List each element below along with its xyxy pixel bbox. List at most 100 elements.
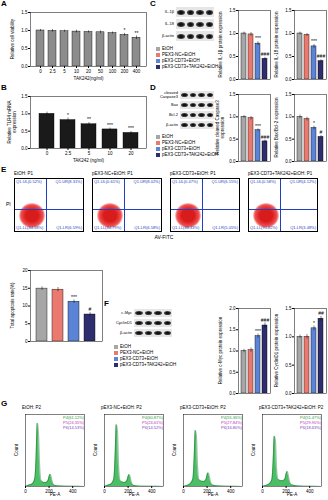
html-text:β-actin: β-actin bbox=[161, 32, 174, 38]
html-text:Relative IL-1β protein express: Relative IL-1β protein expression bbox=[217, 11, 223, 78]
svg-text:1.0: 1.0 bbox=[21, 111, 28, 116]
svg-text:20: 20 bbox=[128, 151, 134, 156]
svg-text:#: # bbox=[89, 306, 92, 312]
svg-text:0.0: 0.0 bbox=[229, 159, 236, 164]
html-text:Relative cell viability: Relative cell viability bbox=[9, 18, 15, 60]
svg-text:###: ### bbox=[261, 134, 270, 140]
svg-text:10: 10 bbox=[22, 303, 28, 308]
svg-text:***: *** bbox=[255, 35, 261, 41]
svg-text:1.0: 1.0 bbox=[285, 114, 292, 119]
svg-text:0.0: 0.0 bbox=[285, 391, 292, 396]
svg-text:400: 400 bbox=[148, 489, 156, 494]
svg-text:0.0: 0.0 bbox=[21, 146, 28, 151]
svg-text:0.5: 0.5 bbox=[229, 54, 236, 59]
svg-text:###: ### bbox=[317, 53, 326, 59]
svg-text:0: 0 bbox=[39, 69, 42, 74]
svg-text:2.5: 2.5 bbox=[49, 69, 56, 74]
svg-text:*: * bbox=[124, 27, 126, 33]
svg-text:400: 400 bbox=[69, 489, 77, 494]
svg-text:400: 400 bbox=[133, 69, 141, 74]
svg-text:1.5: 1.5 bbox=[285, 8, 292, 13]
svg-text:5: 5 bbox=[88, 151, 91, 156]
svg-text:1.0: 1.0 bbox=[285, 334, 292, 339]
svg-text:0.0: 0.0 bbox=[229, 77, 236, 82]
svg-text:1.5: 1.5 bbox=[21, 94, 28, 99]
svg-text:0: 0 bbox=[46, 151, 49, 156]
svg-text:*: * bbox=[67, 112, 69, 118]
html-text:IL-1β: IL-1β bbox=[164, 8, 174, 14]
svg-text:5: 5 bbox=[63, 69, 66, 74]
svg-text:***: *** bbox=[311, 38, 317, 44]
svg-text:10: 10 bbox=[107, 151, 113, 156]
svg-text:10: 10 bbox=[74, 69, 80, 74]
svg-text:0.0: 0.0 bbox=[285, 159, 292, 164]
svg-text:1.5: 1.5 bbox=[285, 306, 292, 311]
svg-text:1.0: 1.0 bbox=[229, 114, 236, 119]
html-text:D: D bbox=[150, 83, 156, 92]
html-text:IL-18: IL-18 bbox=[164, 20, 174, 26]
svg-text:0: 0 bbox=[24, 489, 27, 494]
svg-text:0: 0 bbox=[182, 489, 185, 494]
svg-text:100: 100 bbox=[109, 69, 117, 74]
svg-text:0.5: 0.5 bbox=[21, 129, 28, 134]
svg-text:TAK242(ng/ml): TAK242(ng/ml) bbox=[74, 76, 104, 81]
svg-text:**: ** bbox=[87, 116, 91, 122]
html-text:Relative IL-18 protein express: Relative IL-18 protein expression bbox=[273, 11, 279, 78]
svg-text:20: 20 bbox=[86, 69, 92, 74]
svg-text:0.5: 0.5 bbox=[285, 363, 292, 368]
html-text:G: G bbox=[1, 399, 8, 408]
html-text:cleaved Caspase3: cleaved Caspase3 bbox=[160, 89, 178, 99]
html-text:C: C bbox=[150, 0, 156, 8]
svg-text:***: *** bbox=[128, 125, 134, 131]
html-text:Relative TLR4 mRNA expression: Relative TLR4 mRNA expression bbox=[7, 100, 17, 144]
html-text:A: A bbox=[1, 0, 7, 8]
svg-text:400: 400 bbox=[227, 489, 235, 494]
svg-text:0.5: 0.5 bbox=[21, 46, 28, 51]
svg-text:1.5: 1.5 bbox=[229, 8, 236, 13]
svg-text:200: 200 bbox=[121, 69, 129, 74]
svg-text:*: * bbox=[313, 120, 315, 126]
svg-text:50: 50 bbox=[98, 69, 104, 74]
svg-text:1.0: 1.0 bbox=[229, 348, 236, 353]
svg-text:1.5: 1.5 bbox=[285, 92, 292, 97]
svg-text:***: *** bbox=[107, 122, 113, 128]
svg-text:PE-A: PE-A bbox=[287, 492, 298, 497]
svg-text:PE-A: PE-A bbox=[50, 492, 61, 497]
html-text:Relative cleaved Caspase3 expr: Relative cleaved Caspase3 expression bbox=[215, 100, 225, 155]
html-text:B: B bbox=[1, 83, 7, 92]
svg-text:2.5: 2.5 bbox=[65, 151, 72, 156]
svg-text:***: *** bbox=[255, 122, 261, 128]
svg-text:###: ### bbox=[261, 317, 270, 323]
svg-text:0.0: 0.0 bbox=[229, 391, 236, 396]
svg-text:400: 400 bbox=[306, 489, 314, 494]
svg-text:0.0: 0.0 bbox=[21, 64, 28, 69]
svg-text:***: *** bbox=[71, 294, 77, 300]
svg-text:**: ** bbox=[135, 30, 139, 36]
svg-text:0: 0 bbox=[103, 489, 106, 494]
svg-text:1.5: 1.5 bbox=[229, 92, 236, 97]
svg-text:5: 5 bbox=[25, 321, 28, 326]
svg-text:1.0: 1.0 bbox=[285, 31, 292, 36]
svg-text:PE-A: PE-A bbox=[208, 492, 219, 497]
svg-text:###: ### bbox=[261, 51, 270, 57]
svg-text:0.5: 0.5 bbox=[229, 137, 236, 142]
svg-text:1.0: 1.0 bbox=[229, 31, 236, 36]
svg-text:##: ## bbox=[318, 310, 324, 316]
svg-text:0.5: 0.5 bbox=[285, 137, 292, 142]
svg-text:0: 0 bbox=[25, 339, 28, 344]
svg-text:2.0: 2.0 bbox=[229, 306, 236, 311]
svg-text:1.0: 1.0 bbox=[21, 28, 28, 33]
svg-text:#: # bbox=[320, 129, 323, 135]
svg-text:TAK242 (ng/ml): TAK242 (ng/ml) bbox=[73, 158, 105, 163]
svg-text:***: *** bbox=[255, 328, 261, 334]
svg-text:0: 0 bbox=[261, 489, 264, 494]
svg-text:20: 20 bbox=[22, 268, 28, 273]
svg-text:PE-A: PE-A bbox=[129, 492, 140, 497]
svg-text:0.5: 0.5 bbox=[229, 370, 236, 375]
svg-text:1.5: 1.5 bbox=[21, 10, 28, 15]
svg-text:*: * bbox=[313, 320, 315, 326]
svg-text:15: 15 bbox=[22, 286, 28, 291]
svg-text:1.5: 1.5 bbox=[229, 327, 236, 332]
svg-text:0.5: 0.5 bbox=[285, 54, 292, 59]
svg-text:0.0: 0.0 bbox=[285, 77, 292, 82]
